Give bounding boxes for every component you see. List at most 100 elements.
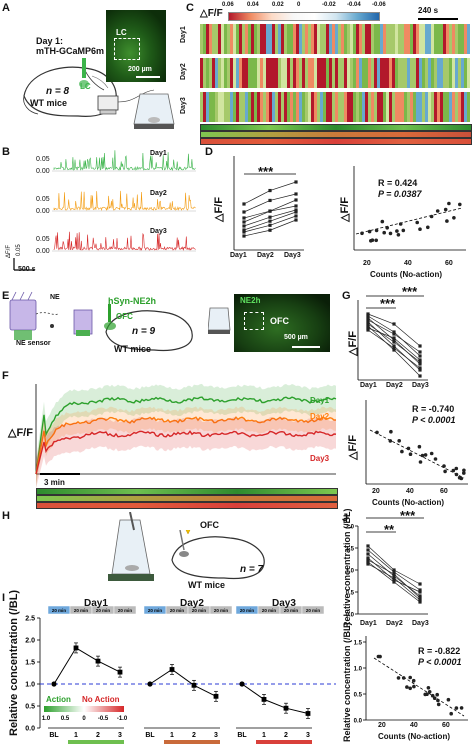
heatmap-column	[422, 58, 426, 88]
ne-sensor-illustration	[9, 291, 59, 340]
i-line-day3	[241, 683, 309, 714]
heatmap-column	[242, 24, 246, 54]
heatmap-column	[344, 58, 348, 88]
heatmap-column	[248, 92, 252, 122]
g-subject-point	[418, 354, 422, 358]
heatmap-column	[404, 24, 408, 54]
j-scatter-point	[396, 676, 401, 680]
e-scale-label: 500 µm	[284, 334, 308, 341]
i-point	[305, 711, 311, 716]
i-legend-noaction: No Action	[82, 695, 120, 704]
i-ytick-label: 0.0	[25, 726, 35, 733]
heatmap-column	[323, 24, 327, 54]
heatmap-column	[227, 58, 231, 88]
d-subject-point	[268, 188, 272, 193]
f-bar-1	[36, 488, 338, 495]
day1-title: Day 1:	[36, 36, 64, 46]
i-schedule-label: 20 min	[214, 608, 229, 613]
heatmap-column	[338, 92, 342, 122]
heatmap-column	[416, 24, 420, 54]
h-group-label: WT mice	[188, 580, 226, 590]
panel-letter-h: H	[2, 510, 10, 522]
i-schedule-label: 20 min	[240, 608, 255, 613]
g-scatter-point	[397, 439, 401, 443]
j-scatter-point	[436, 702, 441, 707]
heatmap-column	[341, 58, 345, 88]
heatmap-column	[293, 92, 297, 122]
g-scatter-point	[408, 452, 413, 456]
i-legend-action: Action	[46, 695, 71, 704]
heatmap-column	[254, 92, 258, 122]
i-point	[51, 681, 57, 687]
g-scatter-point	[388, 439, 393, 443]
heatmap-column	[416, 58, 420, 88]
heatmap-column	[410, 24, 414, 54]
j-scatter-xtick-20: 20	[378, 722, 386, 729]
d-p-value: P = 0.0387	[378, 189, 422, 199]
i-schedule-label: 20 min	[284, 608, 299, 613]
g-subject-point	[392, 338, 396, 342]
i-xtick-label: 1	[170, 732, 174, 739]
heatmap-column	[434, 24, 438, 54]
heatmap-column	[359, 92, 363, 122]
j-xtick-day2: Day2	[386, 620, 403, 627]
g-scatter-point	[454, 472, 459, 477]
scale-bar	[136, 76, 160, 78]
d-scatter-point	[435, 209, 440, 213]
colorbar-tick: -0.02	[322, 2, 336, 8]
i-point	[191, 682, 197, 688]
heatmap-column	[413, 92, 417, 122]
d-subject-point	[294, 180, 298, 184]
heatmap-column	[398, 58, 402, 88]
g-subject-point	[418, 368, 422, 372]
heatmap-column	[347, 58, 351, 88]
heatmap-column	[332, 92, 336, 122]
i-point	[239, 681, 245, 687]
f-day1-label: Day1	[310, 396, 330, 405]
g-scatter-point	[457, 475, 462, 480]
heatmap-column	[299, 58, 303, 88]
heatmap-column	[236, 58, 240, 88]
heatmap-column	[386, 24, 390, 54]
heatmap-column	[356, 58, 360, 88]
j-scatter-point	[405, 685, 409, 689]
j-subject-point	[392, 576, 396, 580]
heatmap-column	[386, 92, 390, 122]
d-subject-point	[268, 219, 272, 223]
f-time-scale: 3 min	[44, 478, 65, 487]
heatmap-column	[446, 58, 450, 88]
d-xtick-day3: Day3	[284, 252, 301, 259]
heatmap-column	[209, 92, 213, 122]
heatmap-column	[455, 92, 459, 122]
g-scatter-point	[418, 460, 423, 464]
d-subject-point	[242, 202, 246, 206]
i-day3-title: Day3	[272, 598, 296, 609]
heatmap-column	[338, 58, 342, 88]
heatmap-column	[281, 92, 285, 122]
d-scatter-xtick-40: 40	[404, 260, 412, 267]
heatmap-column	[233, 58, 237, 88]
heatmap-column	[263, 58, 267, 88]
heatmap-column	[440, 24, 444, 54]
heatmap-column	[329, 92, 333, 122]
g-scatter-point	[451, 468, 456, 473]
heatmap-column	[245, 24, 249, 54]
heatmap-column	[464, 24, 468, 54]
heatmap-column	[452, 58, 456, 88]
j-ylabel-top: Relative concentration (/BL)	[342, 508, 352, 628]
heatmap-column	[338, 24, 342, 54]
g-xtick-day1: Day1	[360, 382, 377, 389]
heatmap-column	[266, 92, 270, 122]
d-scatter-point	[426, 225, 430, 230]
j-ytick-label: 1.0	[346, 569, 355, 575]
ofc-histology-image: NE2h OFC 500 µm	[234, 294, 330, 352]
heatmap-column	[257, 92, 261, 122]
d-subject-point	[268, 209, 272, 213]
j-subject-point	[366, 548, 370, 552]
heatmap-column	[428, 24, 432, 54]
g-xtick-day2: Day2	[386, 382, 403, 389]
trace-day1-label: Day1	[150, 150, 167, 157]
b-scalebar-x: 500 s	[18, 266, 36, 273]
b-tick-2-bottom: 0.00	[36, 208, 50, 215]
i-schedule-block	[209, 605, 233, 615]
